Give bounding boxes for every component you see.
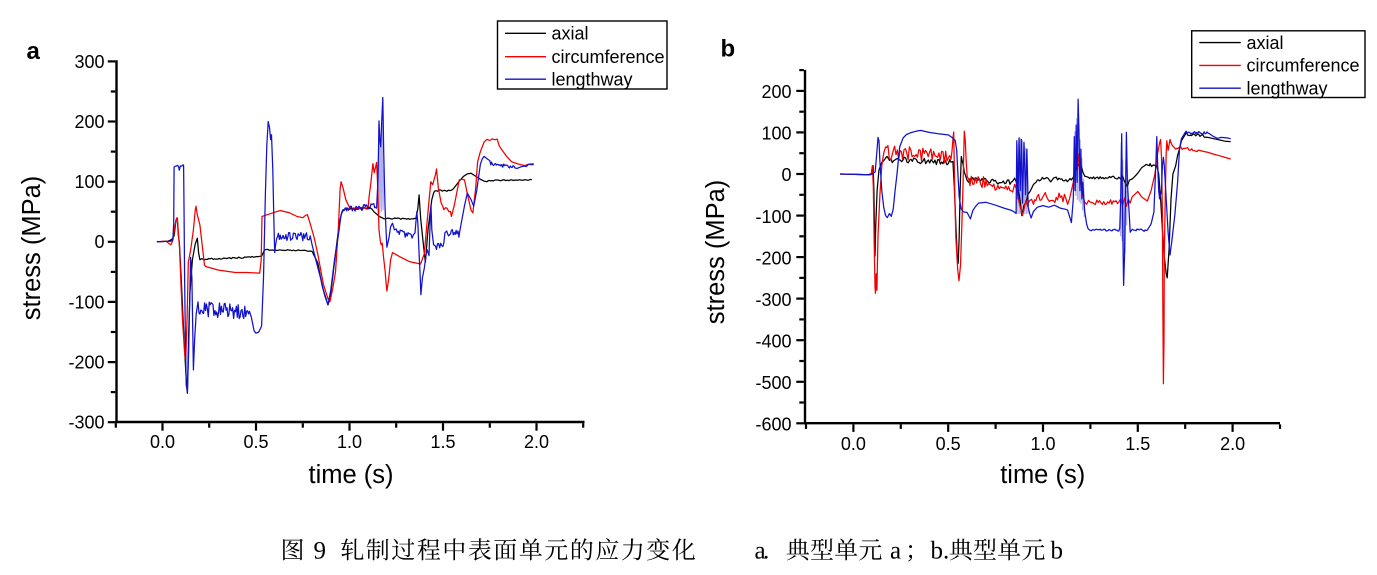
svg-text:-300: -300: [68, 413, 104, 433]
svg-text:0.5: 0.5: [936, 434, 961, 454]
svg-text:0.0: 0.0: [841, 434, 866, 454]
svg-text:circumference: circumference: [552, 47, 665, 67]
svg-text:1.5: 1.5: [1125, 434, 1150, 454]
svg-text:-400: -400: [755, 331, 791, 351]
svg-text:0.0: 0.0: [150, 432, 175, 452]
svg-text:9: 9: [314, 538, 327, 565]
svg-text:a: a: [755, 538, 766, 565]
svg-text:-600: -600: [755, 415, 791, 435]
svg-text:-200: -200: [68, 353, 104, 373]
svg-text:300: 300: [74, 52, 104, 72]
svg-text:a: a: [890, 538, 901, 565]
svg-text:time (s): time (s): [1000, 461, 1085, 489]
svg-text:2.0: 2.0: [1220, 434, 1245, 454]
svg-text:200: 200: [761, 82, 791, 102]
svg-text:-200: -200: [755, 248, 791, 268]
svg-text:0: 0: [94, 232, 104, 252]
svg-text:a: a: [27, 38, 41, 65]
svg-text:stress (MPa): stress (MPa): [702, 180, 730, 325]
svg-text:axial: axial: [552, 24, 589, 44]
svg-text:-100: -100: [68, 292, 104, 312]
svg-text:time (s): time (s): [309, 461, 394, 489]
svg-text:.: .: [943, 538, 949, 565]
svg-text:0: 0: [781, 165, 791, 185]
svg-text:b: b: [1051, 538, 1064, 565]
svg-text:-100: -100: [755, 207, 791, 227]
svg-text:axial: axial: [1247, 33, 1284, 53]
svg-text:.: .: [763, 538, 769, 565]
svg-text:2.0: 2.0: [524, 432, 549, 452]
svg-text:0.5: 0.5: [243, 432, 268, 452]
svg-text:100: 100: [74, 172, 104, 192]
svg-text:b: b: [931, 538, 944, 565]
svg-text:-500: -500: [755, 373, 791, 393]
svg-text:lengthway: lengthway: [552, 70, 633, 90]
svg-text:stress (MPa): stress (MPa): [18, 176, 46, 321]
svg-text:200: 200: [74, 112, 104, 132]
svg-text:b: b: [721, 36, 736, 63]
svg-text:1.5: 1.5: [430, 432, 455, 452]
svg-text:lengthway: lengthway: [1247, 79, 1328, 99]
svg-text:100: 100: [761, 124, 791, 144]
svg-text:-300: -300: [755, 290, 791, 310]
svg-text:1.0: 1.0: [337, 432, 362, 452]
svg-text:circumference: circumference: [1247, 56, 1360, 76]
svg-text:1.0: 1.0: [1030, 434, 1055, 454]
